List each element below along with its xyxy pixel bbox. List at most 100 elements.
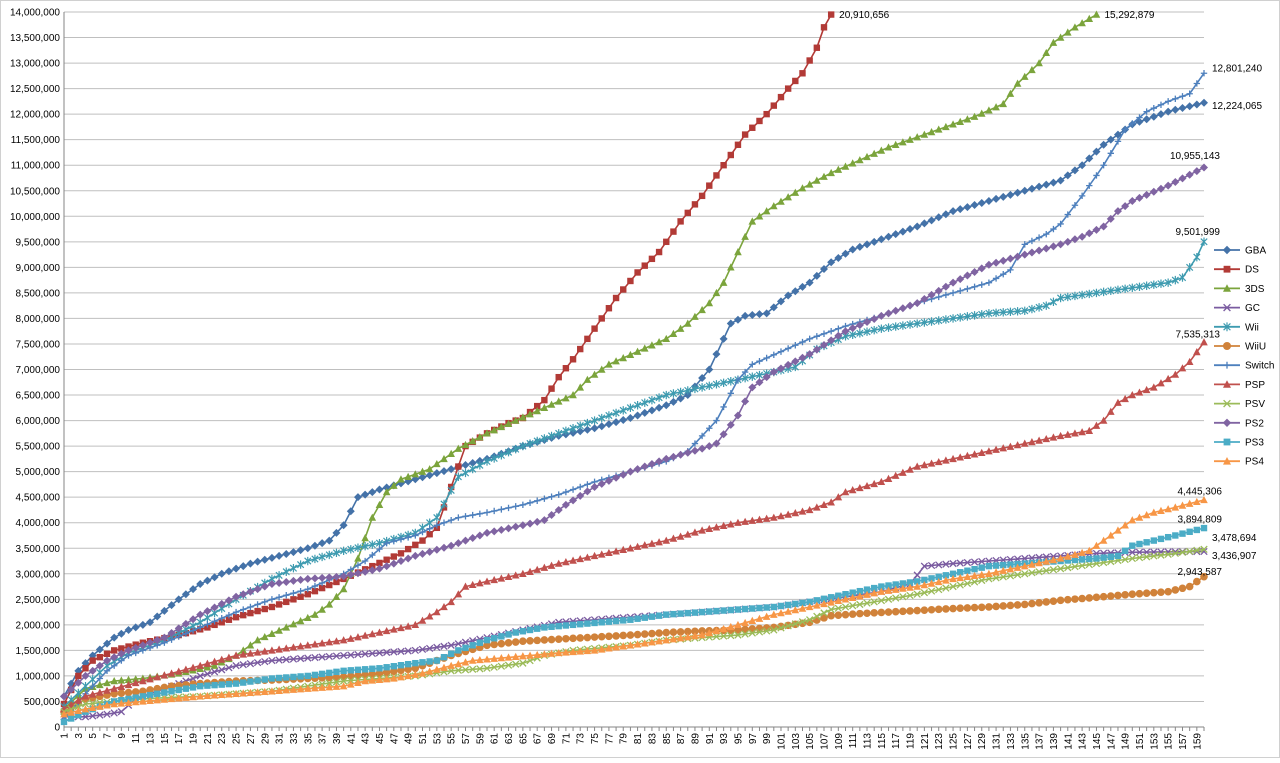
data-point xyxy=(310,574,319,583)
data-point xyxy=(412,541,419,549)
data-point xyxy=(827,336,836,345)
series-psp xyxy=(60,338,1208,713)
data-point xyxy=(1164,278,1172,287)
data-point xyxy=(877,235,886,244)
data-point xyxy=(1157,551,1165,559)
data-point xyxy=(376,665,383,672)
data-point xyxy=(927,317,936,326)
data-point xyxy=(261,657,269,666)
y-tick-label: 1,000,000 xyxy=(16,671,61,682)
data-point xyxy=(326,581,333,589)
data-point xyxy=(1006,254,1015,263)
x-tick-label: 87 xyxy=(676,733,687,745)
data-point xyxy=(1121,591,1129,599)
data-point xyxy=(597,645,606,653)
series-markers xyxy=(60,338,1208,713)
data-point xyxy=(691,440,699,447)
data-point xyxy=(375,669,384,678)
data-point xyxy=(268,675,276,682)
data-point xyxy=(756,117,763,125)
data-point xyxy=(397,550,405,557)
data-point xyxy=(999,308,1007,317)
data-point xyxy=(792,342,799,349)
data-point xyxy=(117,708,126,716)
y-tick-label: 14,000,000 xyxy=(10,8,60,19)
data-point xyxy=(253,585,262,594)
data-point xyxy=(296,642,305,650)
legend-marker xyxy=(1223,284,1231,292)
data-point xyxy=(877,324,885,333)
data-point xyxy=(1149,112,1158,121)
data-point xyxy=(949,582,957,591)
data-point xyxy=(798,282,807,291)
data-point xyxy=(848,245,857,254)
data-point xyxy=(1028,599,1036,608)
data-point xyxy=(992,308,1000,318)
x-tick-label: 81 xyxy=(633,733,644,745)
data-point xyxy=(124,646,133,655)
data-point xyxy=(741,131,749,138)
data-point xyxy=(189,663,197,671)
data-point xyxy=(181,590,190,599)
series-ps2 xyxy=(60,163,1208,701)
data-point xyxy=(1107,150,1114,157)
data-point xyxy=(504,419,513,427)
x-tick-label: 145 xyxy=(1092,733,1103,750)
data-point xyxy=(770,626,778,634)
data-point xyxy=(1042,244,1051,253)
data-point xyxy=(210,603,219,612)
data-point xyxy=(892,322,900,331)
data-point xyxy=(1164,587,1172,596)
x-tick-label: 9 xyxy=(117,733,128,739)
data-point xyxy=(476,461,484,470)
data-point xyxy=(82,665,89,672)
data-point xyxy=(311,653,319,662)
legend-item-ds: DS xyxy=(1214,265,1259,276)
data-point xyxy=(1150,508,1158,516)
data-point xyxy=(913,590,921,598)
series-line xyxy=(63,341,1205,710)
data-point xyxy=(325,683,334,691)
x-tick-label: 107 xyxy=(820,733,831,750)
data-point xyxy=(719,624,728,633)
data-point xyxy=(1013,307,1022,316)
data-point xyxy=(1086,182,1093,189)
data-point xyxy=(934,577,943,586)
data-point xyxy=(554,648,563,657)
data-point xyxy=(791,357,800,366)
data-point xyxy=(1200,163,1208,172)
data-point xyxy=(741,397,750,406)
x-tick-label: 25 xyxy=(232,733,243,745)
x-tick-label: 13 xyxy=(146,733,157,745)
data-point xyxy=(1186,263,1194,272)
data-point xyxy=(332,592,341,600)
data-point xyxy=(447,449,455,457)
data-point xyxy=(641,614,648,621)
x-tick-label: 133 xyxy=(1006,733,1017,750)
data-point xyxy=(1078,161,1087,170)
data-point xyxy=(856,156,864,164)
data-point xyxy=(763,110,770,118)
data-point xyxy=(1164,98,1172,105)
data-point xyxy=(96,702,104,710)
data-point xyxy=(110,647,118,654)
y-tick-label: 13,500,000 xyxy=(10,33,60,44)
data-label-ps3: 3,894,809 xyxy=(1178,515,1223,526)
data-point xyxy=(325,536,334,545)
data-point xyxy=(927,128,936,136)
data-point xyxy=(977,199,986,208)
data-point xyxy=(526,499,534,506)
data-point xyxy=(1071,429,1079,437)
x-tick-label: 135 xyxy=(1020,733,1031,750)
data-point xyxy=(562,488,570,496)
data-point xyxy=(805,350,814,359)
data-point xyxy=(110,633,119,642)
data-point xyxy=(1007,561,1014,568)
x-tick-label: 55 xyxy=(447,733,458,745)
data-point xyxy=(985,569,993,577)
data-point xyxy=(805,505,814,514)
data-point xyxy=(346,570,355,579)
data-point xyxy=(146,696,154,705)
data-point xyxy=(490,527,499,536)
x-tick-label: 131 xyxy=(992,733,1003,750)
